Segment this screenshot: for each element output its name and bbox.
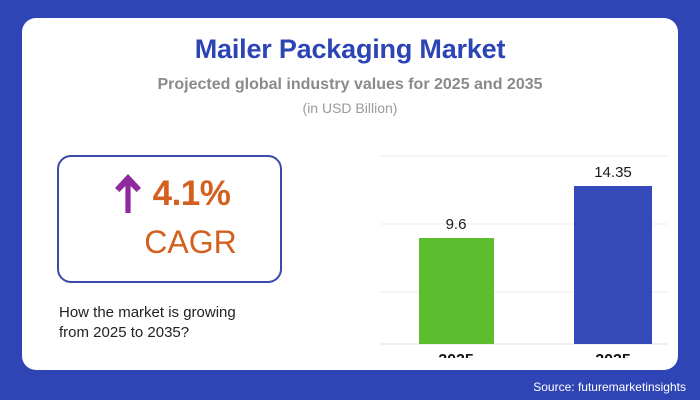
- source-label: Source: futuremarketinsights: [533, 380, 686, 394]
- bar-value-2025: 9.6: [446, 216, 467, 233]
- page-subtitle: Projected global industry values for 202…: [157, 76, 543, 93]
- content-card: Mailer Packaging Market Projected global…: [22, 18, 678, 370]
- units-label: (in USD Billion): [302, 100, 398, 116]
- page-title: Mailer Packaging Market: [194, 34, 506, 64]
- cagr-callout-box: 4.1% CAGR: [57, 155, 282, 283]
- bar-value-2035: 14.35: [594, 164, 632, 181]
- cagr-value-row: 4.1%: [59, 171, 284, 215]
- bar-2035: 14.35 2035: [574, 164, 652, 358]
- growth-caption: How the market is growing from 2025 to 2…: [59, 303, 329, 344]
- bar-category-2025: 2025: [438, 352, 474, 358]
- bar-2025: 9.6 2025: [419, 216, 494, 358]
- growth-caption-line1: How the market is growing: [59, 304, 236, 321]
- arrow-up-icon: [114, 174, 141, 213]
- bar-chart: 9.6 2025 14.35 2035: [352, 118, 668, 358]
- bar-category-2035: 2035: [595, 352, 631, 358]
- cagr-value: 4.1%: [152, 173, 231, 213]
- cagr-label: CAGR: [144, 224, 237, 260]
- growth-caption-line2: from 2025 to 2035?: [59, 324, 190, 342]
